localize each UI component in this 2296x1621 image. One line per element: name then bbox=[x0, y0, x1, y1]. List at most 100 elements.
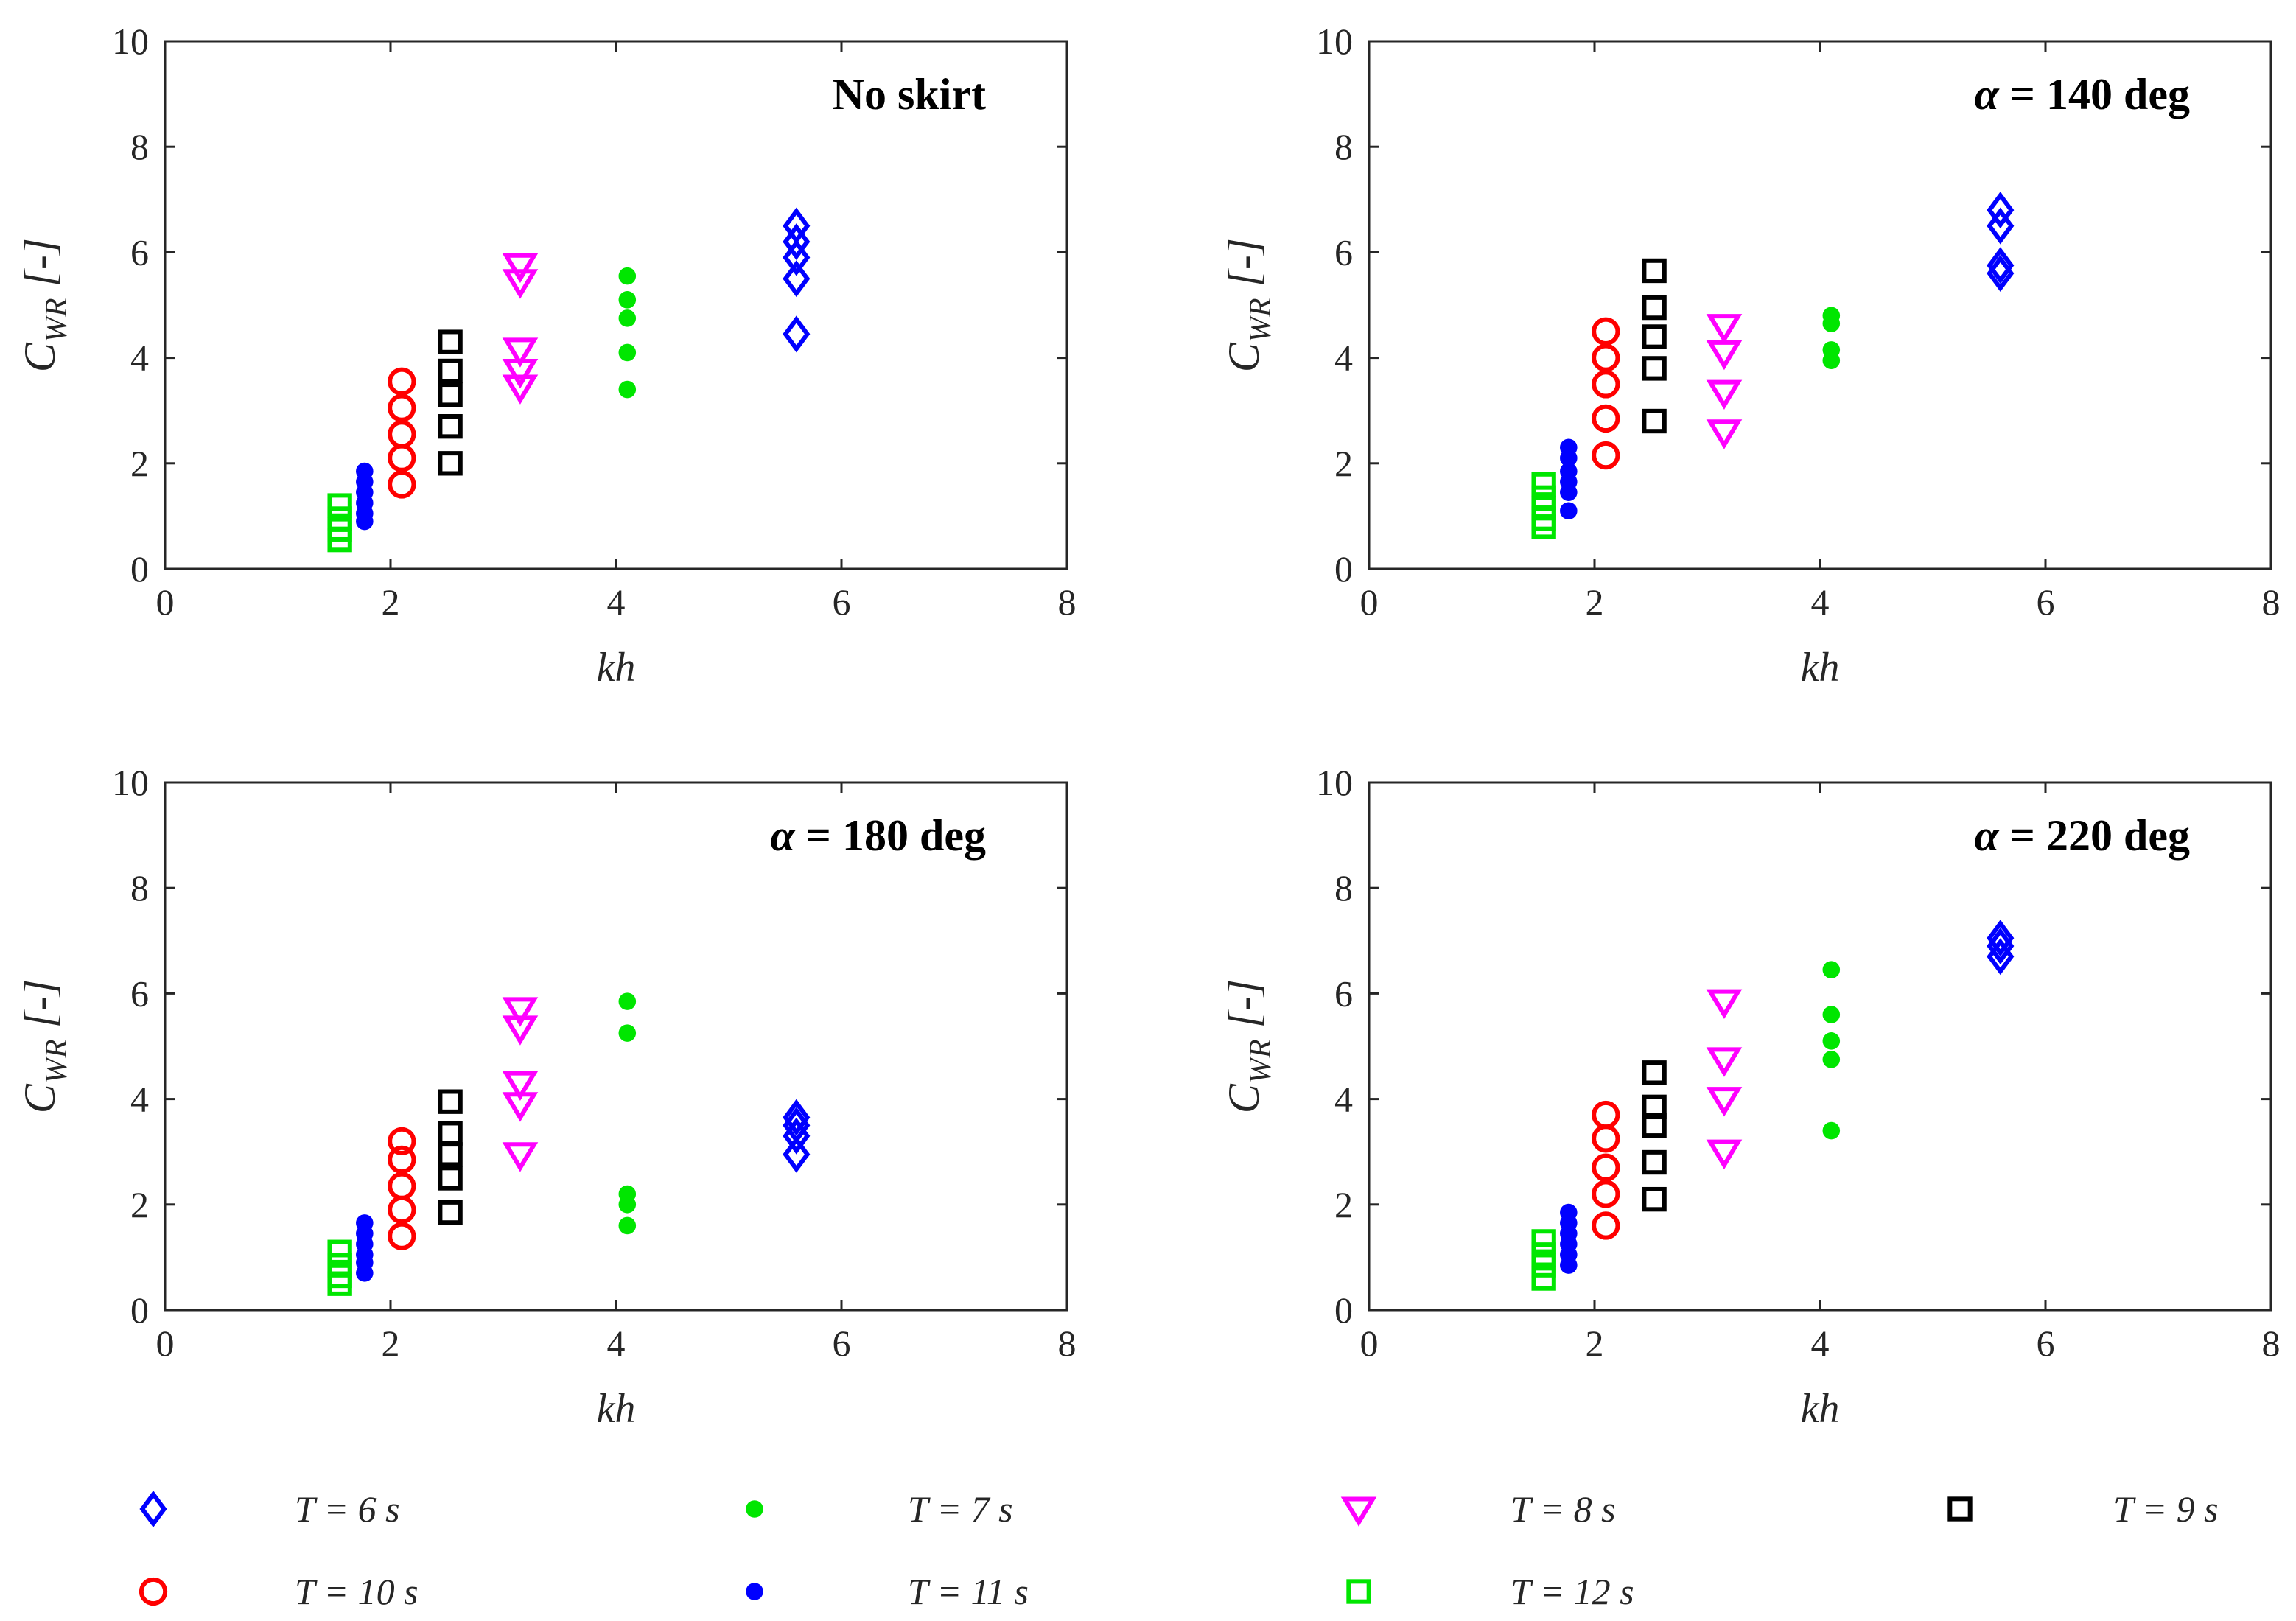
y-tick-label: 0 bbox=[1334, 548, 1353, 589]
series-t-9-s bbox=[1642, 258, 1667, 434]
data-point bbox=[1822, 1006, 1841, 1023]
x-axis-label: kh bbox=[597, 645, 636, 690]
series-t-10-s bbox=[1592, 1100, 1620, 1240]
data-point bbox=[1642, 408, 1667, 434]
data-point bbox=[1531, 514, 1556, 539]
y-tick-label: 2 bbox=[130, 443, 149, 484]
data-point bbox=[388, 393, 416, 422]
legend-label: T = 12 s bbox=[1511, 1571, 1634, 1612]
y-tick-label: 4 bbox=[1334, 1079, 1353, 1120]
data-point bbox=[1822, 1051, 1841, 1068]
data-point bbox=[1531, 472, 1556, 497]
legend-marker bbox=[746, 1583, 763, 1600]
data-point bbox=[1642, 1113, 1667, 1138]
data-point bbox=[388, 1172, 416, 1200]
data-point bbox=[327, 1271, 352, 1296]
x-tick-label: 8 bbox=[1058, 581, 1077, 623]
panel-title: α = 140 deg bbox=[1975, 70, 2190, 119]
data-point bbox=[1642, 295, 1667, 321]
legend-entry: T = 6 s bbox=[139, 1488, 400, 1530]
data-point bbox=[1706, 1087, 1743, 1117]
data-point bbox=[1822, 961, 1841, 978]
data-point bbox=[1642, 324, 1667, 349]
data-point bbox=[1592, 1153, 1620, 1182]
data-point bbox=[438, 329, 463, 354]
data-point bbox=[1560, 502, 1578, 520]
series-t-6-s bbox=[1987, 192, 2015, 293]
y-tick-label: 8 bbox=[1334, 126, 1353, 167]
data-point bbox=[438, 358, 463, 384]
data-point bbox=[783, 239, 811, 276]
series-t-8-s bbox=[502, 997, 539, 1172]
legend-entry: T = 11 s bbox=[746, 1571, 1029, 1612]
data-point bbox=[438, 1200, 463, 1225]
axes-box bbox=[164, 781, 1068, 1312]
data-point bbox=[618, 343, 637, 362]
legend-marker bbox=[1340, 1496, 1377, 1527]
data-point bbox=[783, 223, 811, 261]
data-point bbox=[1592, 343, 1620, 372]
data-point bbox=[783, 1099, 811, 1136]
data-point bbox=[1560, 483, 1578, 501]
y-tick-label: 4 bbox=[130, 1079, 149, 1120]
legend-entry: T = 10 s bbox=[139, 1571, 419, 1612]
data-point bbox=[388, 444, 416, 472]
data-point bbox=[438, 1089, 463, 1114]
y-tick-label: 6 bbox=[1334, 231, 1353, 273]
x-tick-label: 8 bbox=[1058, 1323, 1077, 1364]
series-t-6-s bbox=[783, 207, 811, 353]
data-point bbox=[502, 374, 539, 405]
data-point bbox=[618, 267, 637, 285]
x-axis-label: kh bbox=[1801, 645, 1840, 690]
data-point bbox=[1987, 920, 2015, 957]
legend-label: T = 10 s bbox=[295, 1571, 419, 1612]
data-point bbox=[1987, 192, 2015, 229]
data-point bbox=[1987, 207, 2015, 245]
legend-marker bbox=[139, 1491, 167, 1527]
data-point bbox=[502, 1071, 539, 1101]
y-tick-label: 0 bbox=[1334, 1289, 1353, 1331]
series-t-8-s bbox=[1706, 989, 1743, 1170]
data-point bbox=[327, 527, 352, 553]
y-tick-label: 2 bbox=[130, 1184, 149, 1225]
series-t-8-s bbox=[1706, 314, 1743, 449]
y-tick-label: 10 bbox=[1316, 762, 1353, 803]
data-point bbox=[388, 1195, 416, 1225]
series-t-6-s bbox=[1987, 920, 2015, 976]
x-tick-label: 2 bbox=[382, 581, 400, 623]
y-tick-label: 4 bbox=[130, 337, 149, 379]
data-point bbox=[1560, 1256, 1578, 1274]
x-tick-label: 0 bbox=[1360, 1323, 1379, 1364]
axes-box bbox=[1368, 781, 2272, 1312]
x-tick-label: 8 bbox=[2262, 1323, 2281, 1364]
data-point bbox=[1642, 356, 1667, 381]
data-point bbox=[1592, 1100, 1620, 1130]
panel-title: No skirt bbox=[833, 70, 986, 119]
x-axis-label: kh bbox=[597, 1386, 636, 1432]
data-point bbox=[618, 1216, 637, 1235]
x-tick-label: 6 bbox=[833, 1323, 851, 1364]
series-t-12-s bbox=[1531, 1229, 1556, 1291]
data-point bbox=[1822, 351, 1841, 369]
data-point bbox=[356, 512, 374, 531]
x-tick-label: 6 bbox=[2037, 1323, 2055, 1364]
data-point bbox=[502, 1092, 539, 1122]
y-tick-label: 8 bbox=[1334, 867, 1353, 908]
legend-label: T = 7 s bbox=[908, 1488, 1013, 1530]
legend-entry: T = 8 s bbox=[1340, 1488, 1616, 1530]
data-point bbox=[502, 1142, 539, 1172]
y-axis-label: CWR [-] bbox=[1219, 238, 1278, 372]
data-point bbox=[502, 997, 539, 1027]
y-tick-label: 10 bbox=[1316, 21, 1353, 62]
panel-1: 0 2 4 6 8 0 2 4 6 8 10 kh CWR [-] No skirt bbox=[15, 21, 1077, 690]
x-tick-label: 0 bbox=[156, 581, 175, 623]
legend-marker bbox=[1346, 1579, 1371, 1604]
data-point bbox=[1592, 1124, 1620, 1153]
data-point bbox=[1642, 1060, 1667, 1085]
y-tick-label: 2 bbox=[1334, 443, 1353, 484]
legend-label: T = 8 s bbox=[1511, 1488, 1616, 1530]
y-tick-label: 10 bbox=[112, 762, 149, 803]
y-tick-label: 0 bbox=[130, 548, 149, 589]
legend-marker bbox=[746, 1500, 763, 1518]
data-point bbox=[356, 1264, 374, 1282]
